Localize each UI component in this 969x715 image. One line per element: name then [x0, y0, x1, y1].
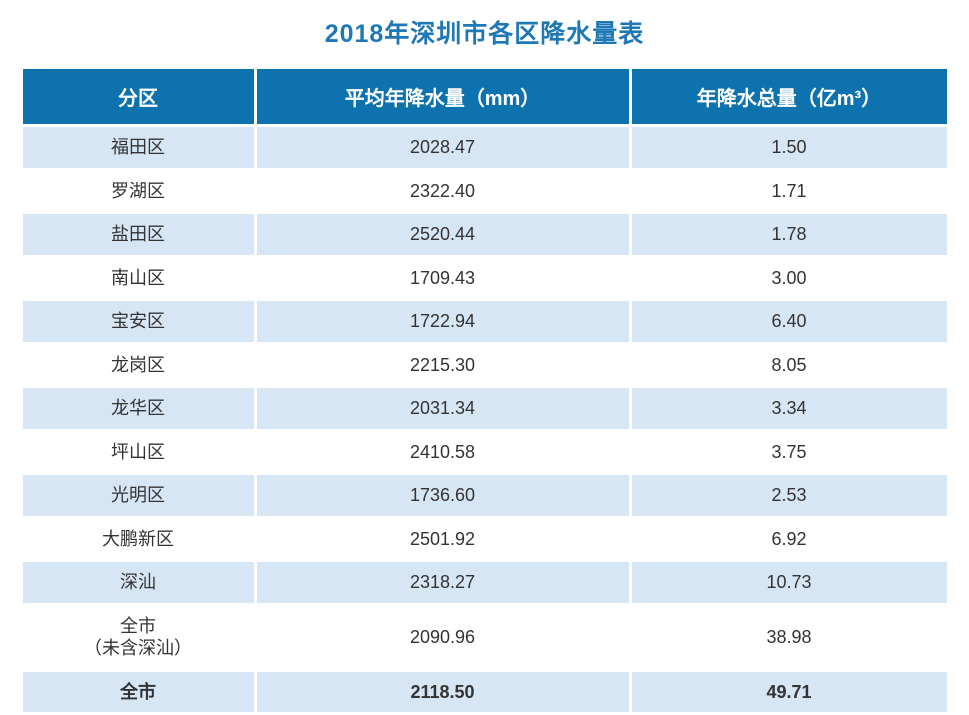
cell-total-rainfall: 2.53 — [631, 475, 947, 516]
cell-avg-rainfall: 2118.50 — [256, 671, 632, 712]
cell-district: 盐田区 — [22, 214, 257, 255]
cell-total-rainfall: 6.92 — [631, 518, 947, 559]
cell-total-rainfall: 8.05 — [631, 344, 947, 385]
cell-total-rainfall: 3.75 — [631, 431, 947, 472]
cell-avg-rainfall: 1709.43 — [256, 257, 632, 298]
table-header-row: 分区 平均年降水量（mm） 年降水总量（亿m³） — [22, 69, 947, 124]
cell-district: 坪山区 — [22, 431, 257, 472]
cell-avg-rainfall: 2031.34 — [256, 388, 632, 429]
column-header-total-rainfall: 年降水总量（亿m³） — [631, 69, 947, 124]
cell-total-rainfall: 3.00 — [631, 257, 947, 298]
cell-district: 光明区 — [22, 475, 257, 516]
table-row: 全市 （未含深汕） 2090.96 38.98 — [22, 605, 947, 669]
table-row: 南山区 1709.43 3.00 — [22, 257, 947, 298]
cell-district: 深汕 — [22, 562, 257, 603]
table-row: 光明区 1736.60 2.53 — [22, 475, 947, 516]
cell-district: 龙岗区 — [22, 344, 257, 385]
table-row: 盐田区 2520.44 1.78 — [22, 214, 947, 255]
cell-avg-rainfall: 2410.58 — [256, 431, 632, 472]
cell-avg-rainfall: 1736.60 — [256, 475, 632, 516]
column-header-district: 分区 — [22, 69, 257, 124]
cell-district: 宝安区 — [22, 301, 257, 342]
cell-district: 龙华区 — [22, 388, 257, 429]
cell-total-rainfall: 3.34 — [631, 388, 947, 429]
column-header-avg-rainfall: 平均年降水量（mm） — [256, 69, 632, 124]
cell-total-rainfall: 49.71 — [631, 671, 947, 712]
rainfall-table: 分区 平均年降水量（mm） 年降水总量（亿m³） 福田区 2028.47 1.5… — [22, 66, 947, 715]
table-row: 宝安区 1722.94 6.40 — [22, 301, 947, 342]
cell-avg-rainfall: 2520.44 — [256, 214, 632, 255]
cell-avg-rainfall: 2501.92 — [256, 518, 632, 559]
table-row: 福田区 2028.47 1.50 — [22, 127, 947, 168]
cell-district: 福田区 — [22, 127, 257, 168]
cell-district: 全市 — [22, 671, 257, 712]
cell-district: 全市 （未含深汕） — [22, 605, 257, 669]
cell-total-rainfall: 38.98 — [631, 605, 947, 669]
table-row: 罗湖区 2322.40 1.71 — [22, 170, 947, 211]
cell-avg-rainfall: 2028.47 — [256, 127, 632, 168]
table-row: 大鹏新区 2501.92 6.92 — [22, 518, 947, 559]
table-row-citywide-total: 全市 2118.50 49.71 — [22, 671, 947, 712]
cell-avg-rainfall: 2322.40 — [256, 170, 632, 211]
cell-total-rainfall: 1.78 — [631, 214, 947, 255]
cell-district: 南山区 — [22, 257, 257, 298]
cell-avg-rainfall: 1722.94 — [256, 301, 632, 342]
cell-total-rainfall: 1.71 — [631, 170, 947, 211]
page-title: 2018年深圳市各区降水量表 — [324, 20, 645, 48]
cell-total-rainfall: 1.50 — [631, 127, 947, 168]
table-row: 坪山区 2410.58 3.75 — [22, 431, 947, 472]
cell-district: 罗湖区 — [22, 170, 257, 211]
cell-total-rainfall: 10.73 — [631, 562, 947, 603]
cell-avg-rainfall: 2318.27 — [256, 562, 632, 603]
cell-total-rainfall: 6.40 — [631, 301, 947, 342]
cell-district: 大鹏新区 — [22, 518, 257, 559]
cell-avg-rainfall: 2090.96 — [256, 605, 632, 669]
cell-avg-rainfall: 2215.30 — [256, 344, 632, 385]
table-row: 龙岗区 2215.30 8.05 — [22, 344, 947, 385]
table-row: 深汕 2318.27 10.73 — [22, 562, 947, 603]
table-row: 龙华区 2031.34 3.34 — [22, 388, 947, 429]
